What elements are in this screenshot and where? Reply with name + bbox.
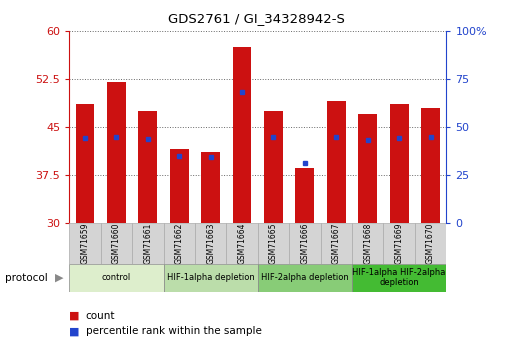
Bar	[258, 264, 352, 292]
Text: protocol: protocol	[5, 273, 48, 283]
Bar	[107, 82, 126, 223]
Text: GSM71663: GSM71663	[206, 223, 215, 264]
Bar	[132, 223, 164, 264]
Bar	[383, 223, 415, 264]
Bar	[289, 223, 321, 264]
Text: GSM71667: GSM71667	[332, 223, 341, 264]
Text: GSM71670: GSM71670	[426, 223, 435, 264]
Bar	[195, 223, 226, 264]
Bar	[75, 105, 94, 223]
Text: GSM71664: GSM71664	[238, 223, 247, 264]
Bar	[352, 264, 446, 292]
Bar	[264, 111, 283, 223]
Bar	[164, 264, 258, 292]
Bar	[258, 223, 289, 264]
Bar	[139, 111, 157, 223]
Text: ■: ■	[69, 326, 80, 336]
Text: GSM71668: GSM71668	[363, 223, 372, 264]
Text: GSM71659: GSM71659	[81, 223, 89, 264]
Text: ▶: ▶	[55, 273, 63, 283]
Bar	[415, 223, 446, 264]
Bar	[352, 223, 383, 264]
Text: GSM71665: GSM71665	[269, 223, 278, 264]
Bar	[327, 101, 346, 223]
Text: GSM71662: GSM71662	[175, 223, 184, 264]
Text: GSM71666: GSM71666	[301, 223, 309, 264]
Bar	[390, 105, 408, 223]
Bar	[69, 223, 101, 264]
Text: ■: ■	[69, 311, 80, 321]
Bar	[421, 108, 440, 223]
Bar	[233, 47, 251, 223]
Text: HIF-1alpha depletion: HIF-1alpha depletion	[167, 273, 254, 282]
Text: GSM71660: GSM71660	[112, 223, 121, 264]
Bar	[295, 168, 314, 223]
Text: HIF-2alpha depletion: HIF-2alpha depletion	[261, 273, 349, 282]
Text: percentile rank within the sample: percentile rank within the sample	[86, 326, 262, 336]
Bar	[201, 152, 220, 223]
Bar	[170, 149, 189, 223]
Bar	[321, 223, 352, 264]
Text: HIF-1alpha HIF-2alpha
depletion: HIF-1alpha HIF-2alpha depletion	[352, 268, 446, 287]
Text: GSM71669: GSM71669	[394, 223, 404, 264]
Text: GDS2761 / GI_34328942-S: GDS2761 / GI_34328942-S	[168, 12, 345, 25]
Bar	[101, 223, 132, 264]
Bar	[69, 264, 164, 292]
Text: count: count	[86, 311, 115, 321]
Bar	[164, 223, 195, 264]
Text: control: control	[102, 273, 131, 282]
Bar	[358, 114, 377, 223]
Bar	[226, 223, 258, 264]
Text: GSM71661: GSM71661	[143, 223, 152, 264]
